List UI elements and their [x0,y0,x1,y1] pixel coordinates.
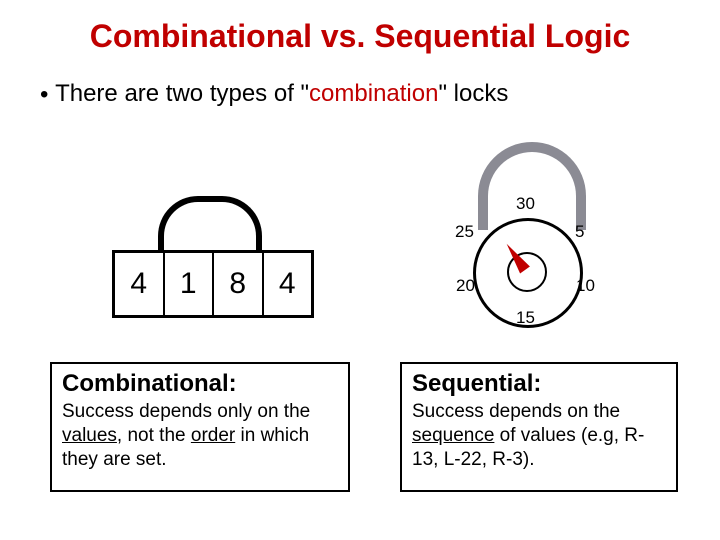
bullet-post: " locks [438,80,508,107]
text-underline-order: order [191,425,235,446]
sequential-body: Success depends on the sequence of value… [412,400,666,471]
dial-lock-knob-icon [507,252,547,292]
combo-digit: 4 [115,253,165,315]
combo-digit: 8 [214,253,264,315]
dial-number: 30 [516,194,535,214]
dial-lock-pointer-icon [525,270,526,271]
dial-lock-shackle-icon [478,142,586,230]
dial-number: 5 [575,222,584,242]
sequential-heading: Sequential: [412,370,666,398]
dial-number: 15 [516,308,535,328]
combo-lock-shackle-icon [158,196,262,256]
bullet-line: • There are two types of "combination" l… [40,80,508,109]
bullet-highlight: combination [309,80,438,107]
combinational-body: Success depends only on the values, not … [62,400,338,471]
dial-number: 10 [576,276,595,296]
dial-number: 20 [456,276,475,296]
bullet-pre: There are two types of " [55,80,309,107]
slide-title: Combinational vs. Sequential Logic [0,18,720,55]
text-underline-sequence: sequence [412,425,494,446]
dial-number: 25 [455,222,474,242]
combo-digit: 1 [165,253,215,315]
combo-digit: 4 [264,253,312,315]
text-underline-values: values [62,425,117,446]
text: , not the [117,425,191,446]
bullet-dot: • [40,81,55,109]
combo-lock-body: 4 1 8 4 [112,250,314,318]
text: Success depends only on the [62,401,310,422]
sequential-box: Sequential: Success depends on the seque… [400,362,678,492]
text: Success depends on the [412,401,620,422]
combinational-heading: Combinational: [62,370,338,398]
combinational-box: Combinational: Success depends only on t… [50,362,350,492]
